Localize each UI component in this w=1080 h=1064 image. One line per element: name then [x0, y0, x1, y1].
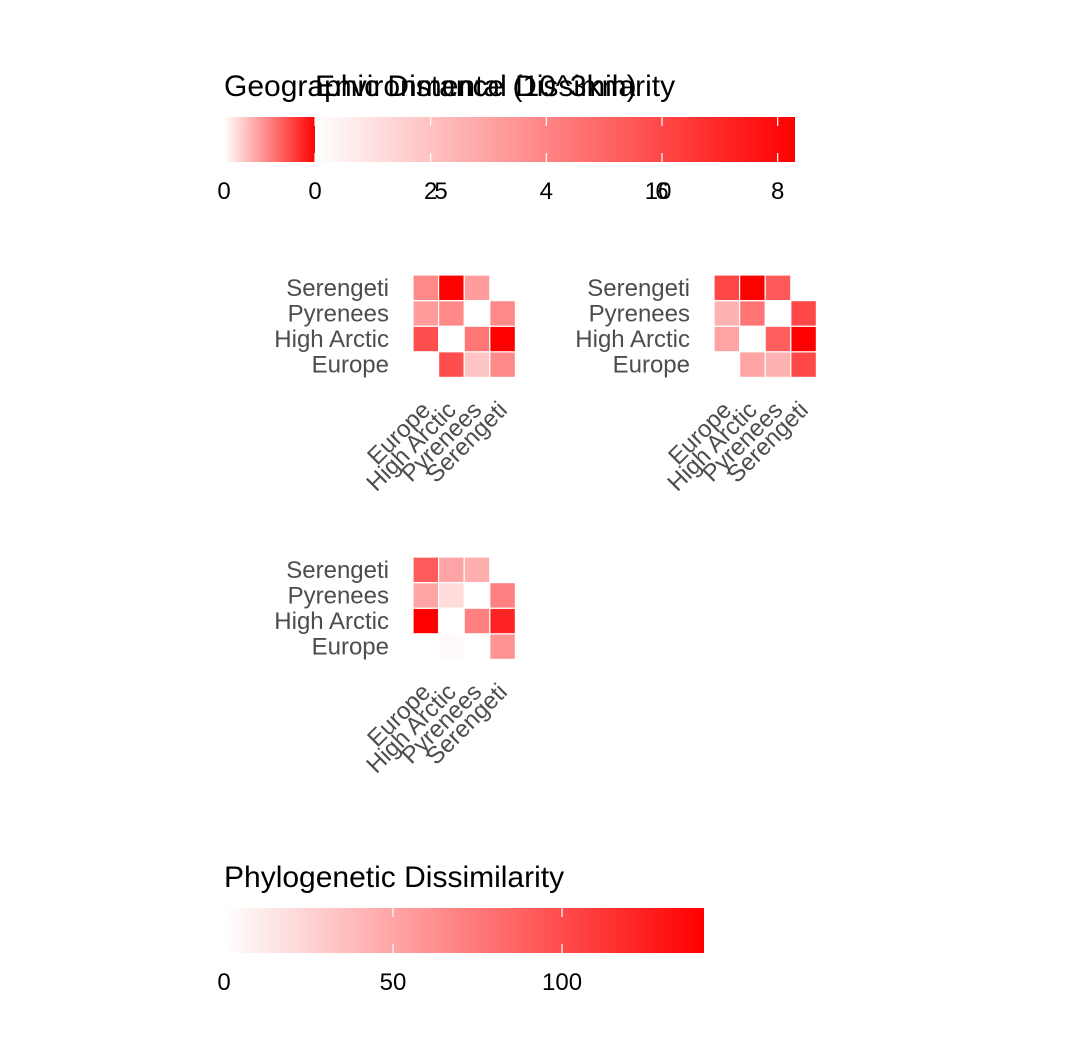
y-tick-label: Pyrenees — [589, 300, 690, 327]
colorbar-ticks-geographic: 0 5 10 — [217, 117, 671, 205]
y-tick-label: Pyrenees — [288, 300, 389, 327]
colorbar-tick-label-environmental: 2 — [424, 178, 437, 205]
y-tick-label: Europe — [312, 634, 389, 661]
heatmap-cell — [489, 351, 516, 378]
heatmap-cell — [412, 607, 440, 635]
heatmap-cell — [764, 351, 792, 378]
heatmap-cell — [463, 274, 491, 302]
heatmap-cell — [412, 581, 440, 609]
colorbar-tick-label-phylogenetic: 100 — [542, 969, 582, 996]
colorbar-environmental — [315, 117, 795, 162]
legend-geographic-distance: Geographic Distance (10^3km) 0 5 10 — [217, 70, 671, 205]
y-tick-label: High Arctic — [274, 326, 389, 353]
heatmap-cell — [489, 633, 516, 660]
colorbar-tick-label-environmental: 6 — [655, 178, 668, 205]
heatmap-cell — [713, 300, 741, 327]
colorbar-ticks-environmental: 0 2 4 6 8 — [308, 117, 784, 205]
legend-phylogenetic-dissimilarity: Phylogenetic Dissimilarity 0 50 100 — [217, 861, 704, 996]
heatmap-cell — [738, 351, 766, 378]
heatmap-cell — [463, 351, 491, 378]
heatmap-cell — [438, 633, 465, 660]
legend-environmental-dissimilarity: Environmental Dissimilarity 0 2 4 6 8 — [308, 70, 795, 205]
heatmap-cell — [438, 581, 465, 609]
heatmap-cell — [438, 274, 465, 302]
colorbar-geographic — [224, 117, 316, 162]
colorbar-tick-label-environmental: 0 — [308, 178, 321, 205]
legend-title-phylogenetic: Phylogenetic Dissimilarity — [224, 861, 564, 894]
heatmap-cell — [790, 325, 817, 353]
heatmap-cell — [764, 274, 792, 302]
colorbar-tick-label-geographic: 5 — [434, 178, 447, 205]
y-tick-label: Serengeti — [587, 275, 690, 302]
y-tick-label: Pyrenees — [288, 582, 389, 609]
heatmap-cell — [790, 300, 817, 327]
heatmap-cell — [438, 300, 465, 327]
heatmap-cell — [738, 274, 766, 302]
heatmap-cell — [463, 325, 491, 353]
heatmap-cell — [438, 351, 465, 378]
colorbar-tick-label-geographic: 10 — [645, 178, 672, 205]
heatmap-cell — [489, 325, 516, 353]
heatmap-cell — [412, 300, 440, 327]
colorbar-tick-label-phylogenetic: 50 — [380, 969, 407, 996]
colorbar-tick-label-environmental: 8 — [771, 178, 784, 205]
legend-title-environmental: Environmental Dissimilarity — [315, 70, 675, 103]
colorbar-tick-label-phylogenetic: 0 — [217, 969, 230, 996]
heatmap-cell — [713, 325, 741, 353]
heatmap-cell — [463, 633, 491, 660]
heatmap-cell — [412, 556, 440, 584]
heatmap-cell — [438, 556, 465, 584]
heatmap-cell — [489, 607, 516, 635]
colorbar-tick-label-environmental: 4 — [540, 178, 553, 205]
heatmap-cell — [489, 581, 516, 609]
heatmap-cell — [790, 351, 817, 378]
heatmap-cell — [489, 300, 516, 327]
colorbar-ticks-phylogenetic: 0 50 100 — [217, 908, 582, 996]
heatmap-cell — [738, 300, 766, 327]
heatmap-cell — [764, 325, 792, 353]
y-tick-label: Europe — [312, 352, 389, 379]
colorbar-phylogenetic — [224, 908, 704, 953]
heatmap-cell — [463, 607, 491, 635]
heatmap-cell — [713, 274, 741, 302]
y-tick-label: High Arctic — [575, 326, 690, 353]
y-tick-label: Serengeti — [286, 557, 389, 584]
heatmap-cell — [412, 274, 440, 302]
y-tick-label: Europe — [613, 352, 690, 379]
y-tick-label: High Arctic — [274, 608, 389, 635]
legend-title-geographic: Geographic Distance (10^3km) — [224, 70, 637, 103]
heatmap-cell — [412, 325, 440, 353]
colorbar-tick-label-geographic: 0 — [217, 178, 230, 205]
heatmap-cell — [463, 556, 491, 584]
y-tick-label: Serengeti — [286, 275, 389, 302]
